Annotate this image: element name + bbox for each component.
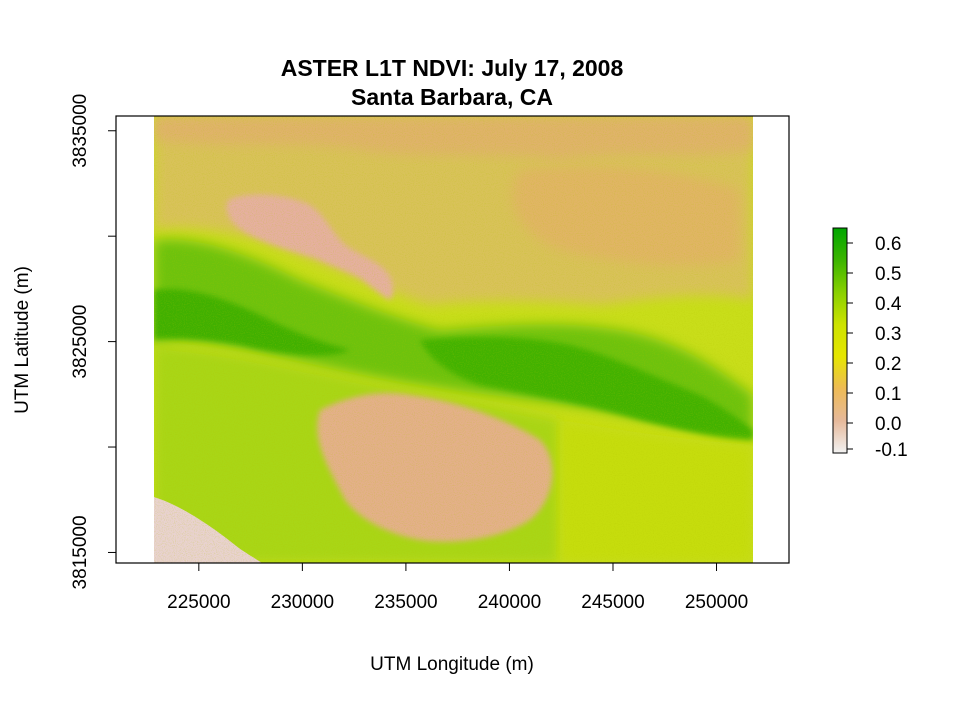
x-tick-label: 250000 xyxy=(685,592,748,613)
legend-tick-label: 0.2 xyxy=(875,354,901,375)
x-tick-label: 225000 xyxy=(167,592,230,613)
y-axis-label: UTM Latitude (m) xyxy=(12,266,33,414)
legend-tick-label: 0.1 xyxy=(875,384,901,405)
chart-title: ASTER L1T NDVI: July 17, 2008 xyxy=(281,55,624,81)
x-tick-label: 230000 xyxy=(271,592,334,613)
legend-tick-label: 0.6 xyxy=(875,234,901,255)
legend-tick-label: 0.5 xyxy=(875,264,901,285)
raster-texture xyxy=(154,116,753,563)
y-tick-label: 3835000 xyxy=(70,94,91,168)
chart-subtitle: Santa Barbara, CA xyxy=(351,84,553,110)
x-axis-label: UTM Longitude (m) xyxy=(370,654,534,675)
y-tick-label: 3815000 xyxy=(70,515,91,589)
legend-tick-label: -0.1 xyxy=(875,440,908,461)
ndvi-raster xyxy=(154,116,753,563)
plot-frame xyxy=(115,115,790,564)
x-axis: 225000 230000 235000 240000 245000 250000 xyxy=(167,563,748,613)
y-tick-label: 3825000 xyxy=(70,305,91,379)
legend-tick-label: 0.3 xyxy=(875,324,901,345)
legend-tick-label: 0.4 xyxy=(875,294,902,315)
x-tick-label: 240000 xyxy=(478,592,541,613)
x-tick-label: 245000 xyxy=(581,592,644,613)
x-tick-label: 235000 xyxy=(374,592,437,613)
y-axis: 3815000 3825000 3835000 xyxy=(70,94,116,589)
color-legend: 0.6 0.5 0.4 0.3 0.2 0.1 0.0 -0.1 xyxy=(832,227,908,461)
legend-colorbar xyxy=(832,227,848,454)
legend-tick-label: 0.0 xyxy=(875,414,901,435)
legend-ticks: 0.6 0.5 0.4 0.3 0.2 0.1 0.0 -0.1 xyxy=(847,234,908,461)
